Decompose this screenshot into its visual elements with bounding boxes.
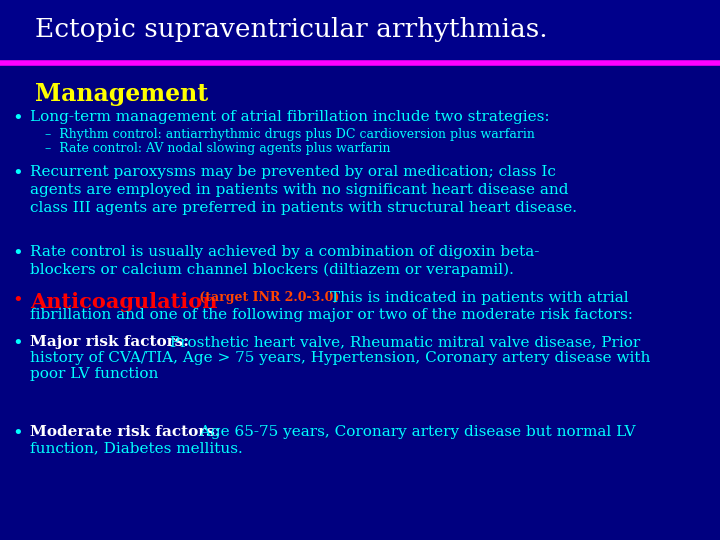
Text: •: • xyxy=(12,425,23,443)
Text: Age 65-75 years, Coronary artery disease but normal LV: Age 65-75 years, Coronary artery disease… xyxy=(195,425,636,439)
Text: This is indicated in patients with atrial: This is indicated in patients with atria… xyxy=(330,291,629,305)
Text: •: • xyxy=(12,245,23,263)
Text: Anticoagulation: Anticoagulation xyxy=(30,292,217,312)
Text: Prosthetic heart valve, Rheumatic mitral valve disease, Prior: Prosthetic heart valve, Rheumatic mitral… xyxy=(165,335,640,349)
FancyBboxPatch shape xyxy=(0,0,720,60)
Text: •: • xyxy=(12,110,23,128)
Text: function, Diabetes mellitus.: function, Diabetes mellitus. xyxy=(30,441,243,455)
Text: Major risk factors:: Major risk factors: xyxy=(30,335,189,349)
Text: –  Rate control: AV nodal slowing agents plus warfarin: – Rate control: AV nodal slowing agents … xyxy=(45,142,390,155)
Text: Rate control is usually achieved by a combination of digoxin beta-
blockers or c: Rate control is usually achieved by a co… xyxy=(30,245,539,278)
Text: –  Rhythm control: antiarrhythmic drugs plus DC cardioversion plus warfarin: – Rhythm control: antiarrhythmic drugs p… xyxy=(45,128,535,141)
Text: •: • xyxy=(12,165,23,183)
Text: Recurrent paroxysms may be prevented by oral medication; class Ic
agents are emp: Recurrent paroxysms may be prevented by … xyxy=(30,165,577,215)
Text: •: • xyxy=(12,335,23,353)
Text: (target INR 2.0-3.0): (target INR 2.0-3.0) xyxy=(195,291,339,304)
Text: poor LV function: poor LV function xyxy=(30,367,158,381)
Text: Moderate risk factors:: Moderate risk factors: xyxy=(30,425,220,439)
Text: history of CVA/TIA, Age > 75 years, Hypertension, Coronary artery disease with: history of CVA/TIA, Age > 75 years, Hype… xyxy=(30,351,650,365)
Text: Management: Management xyxy=(35,82,208,106)
Text: Long-term management of atrial fibrillation include two strategies:: Long-term management of atrial fibrillat… xyxy=(30,110,549,124)
Text: fibrillation and one of the following major or two of the moderate risk factors:: fibrillation and one of the following ma… xyxy=(30,308,633,322)
Text: •: • xyxy=(12,292,23,310)
Text: Ectopic supraventricular arrhythmias.: Ectopic supraventricular arrhythmias. xyxy=(35,17,548,43)
